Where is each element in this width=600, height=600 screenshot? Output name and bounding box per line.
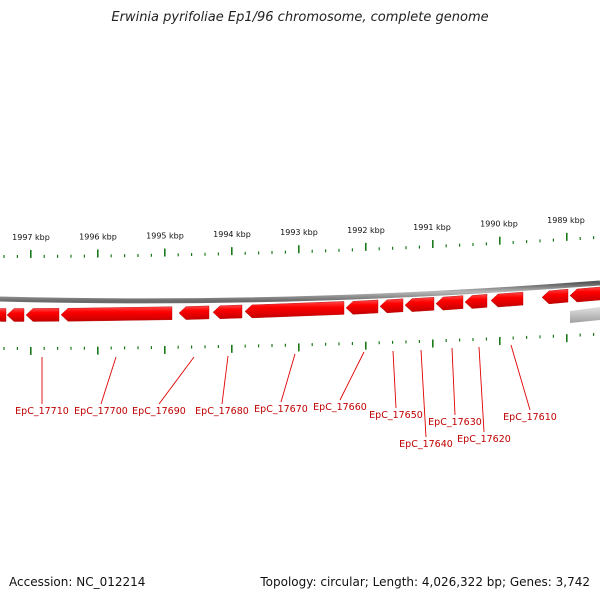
gene-label: EpC_17650 — [369, 410, 423, 421]
gene-arrow — [464, 294, 488, 309]
ruler-label: 1995 kbp — [146, 232, 184, 241]
chromosome-backbone — [0, 280, 600, 304]
gene-leader-line — [420, 349, 427, 438]
gene-labels: EpC_17710 EpC_17700 EpC_17690 EpC_17680 EpC_… — [15, 402, 557, 450]
accession-text: Accession: NC_012214 — [9, 575, 146, 589]
gene-leader-line — [451, 347, 456, 416]
gene-arrow — [25, 308, 60, 322]
ruler-label: 1997 kbp — [12, 233, 50, 242]
gene-label: EpC_17690 — [132, 406, 186, 417]
gene-leader-line — [339, 351, 365, 401]
map-title: Erwinia pyrifoliae Ep1/96 chromosome, co… — [111, 10, 489, 25]
ruler-label: 1991 kbp — [413, 223, 451, 232]
gene-label: EpC_17640 — [399, 439, 453, 450]
gene-arrow — [379, 298, 404, 314]
gene-label: EpC_17710 — [15, 406, 69, 417]
gene-arrow — [212, 304, 243, 319]
gene-label: EpC_17610 — [503, 412, 557, 423]
ruler-label: 1992 kbp — [347, 226, 385, 235]
gene-leader-lines — [41, 344, 531, 438]
upper-tick-track — [3, 232, 595, 258]
ruler-label: 1994 kbp — [213, 230, 251, 239]
gene-label: EpC_17620 — [457, 434, 511, 445]
ruler-label: 1989 kbp — [547, 216, 585, 225]
gene-leader-line — [392, 350, 397, 409]
gene-leader-line — [100, 356, 117, 405]
ruler-labels: 1997 kbp 1996 kbp 1995 kbp 1994 kbp 1993 kbp… — [12, 216, 585, 242]
gene-arrow — [244, 301, 345, 319]
gene-track — [0, 286, 600, 322]
gene-arrow — [60, 306, 173, 322]
gene-arrow — [345, 299, 379, 315]
gene-arrow — [6, 308, 25, 322]
gene-arrow — [404, 296, 435, 312]
ruler-label: 1996 kbp — [79, 232, 117, 241]
gene-label: EpC_17670 — [254, 404, 308, 415]
gene-leader-line — [510, 344, 531, 411]
lower-tick-track — [3, 332, 595, 355]
gene-label: EpC_17630 — [428, 417, 482, 428]
gene-arrow — [569, 286, 600, 303]
gene-leader-line — [280, 353, 296, 403]
gene-arrow — [178, 305, 210, 320]
ruler-label: 1990 kbp — [480, 220, 518, 229]
gene-arrow — [435, 295, 464, 311]
grey-feature — [570, 307, 600, 323]
genome-summary: Topology: circular; Length: 4,026,322 bp… — [260, 575, 590, 589]
gene-label: EpC_17700 — [74, 406, 128, 417]
gene-label: EpC_17660 — [313, 402, 367, 413]
gene-leader-line — [221, 355, 229, 405]
ruler-label: 1993 kbp — [280, 228, 318, 237]
gene-arrow — [541, 288, 569, 305]
gene-leader-line — [158, 356, 195, 405]
gene-label: EpC_17680 — [195, 406, 249, 417]
gene-arrow — [0, 308, 7, 322]
gene-arrow — [490, 291, 524, 308]
gene-leader-line — [478, 346, 485, 433]
